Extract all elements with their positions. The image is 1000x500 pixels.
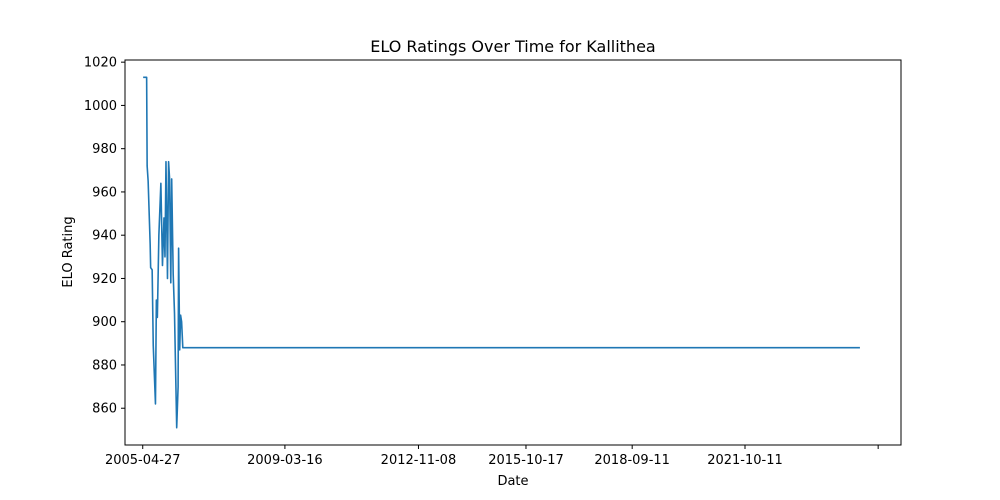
y-tick-label: 860 xyxy=(92,402,117,417)
y-tick-label: 980 xyxy=(92,142,117,157)
x-tick-label: 2021-10-11 xyxy=(707,453,783,468)
y-tick-label: 900 xyxy=(92,315,117,330)
plot-frame xyxy=(124,59,902,446)
x-axis-label: Date xyxy=(497,474,528,489)
y-tick-label: 880 xyxy=(92,358,117,373)
plot-layer xyxy=(143,76,860,429)
y-tick-label: 1020 xyxy=(84,56,117,71)
x-tick-label: 2005-04-27 xyxy=(105,453,181,468)
chart-title: ELO Ratings Over Time for Kallithea xyxy=(370,37,655,56)
y-tick-label: 1000 xyxy=(84,99,117,114)
x-tick-label: 2018-09-11 xyxy=(594,453,670,468)
y-tick-label: 960 xyxy=(92,185,117,200)
x-tick-label: 2012-11-08 xyxy=(381,453,457,468)
y-tick-label: 920 xyxy=(92,272,117,287)
y-tick-label: 940 xyxy=(92,229,117,244)
x-tick-label: 2015-10-17 xyxy=(488,453,564,468)
y-axis-label: ELO Rating xyxy=(61,216,76,287)
tick-layer: 860 880 900 920 940 960 980 1000 1020 2005-04-27 2… xyxy=(84,56,879,468)
x-tick-label: 2009-03-16 xyxy=(247,453,323,468)
